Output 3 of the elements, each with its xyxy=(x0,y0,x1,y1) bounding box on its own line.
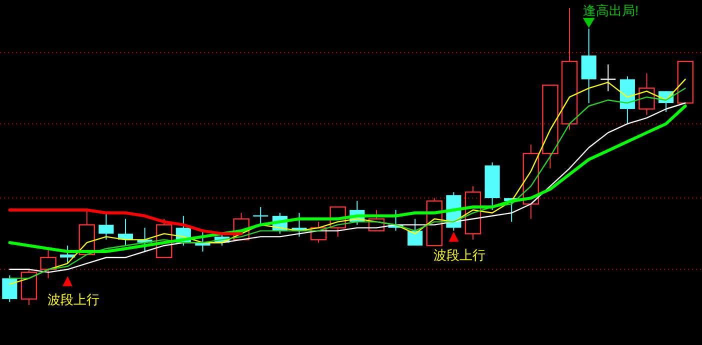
annotation: 波段上行 xyxy=(48,292,100,308)
annotation: 逢高出局! xyxy=(583,2,639,18)
annotation: 波段上行 xyxy=(434,248,486,263)
